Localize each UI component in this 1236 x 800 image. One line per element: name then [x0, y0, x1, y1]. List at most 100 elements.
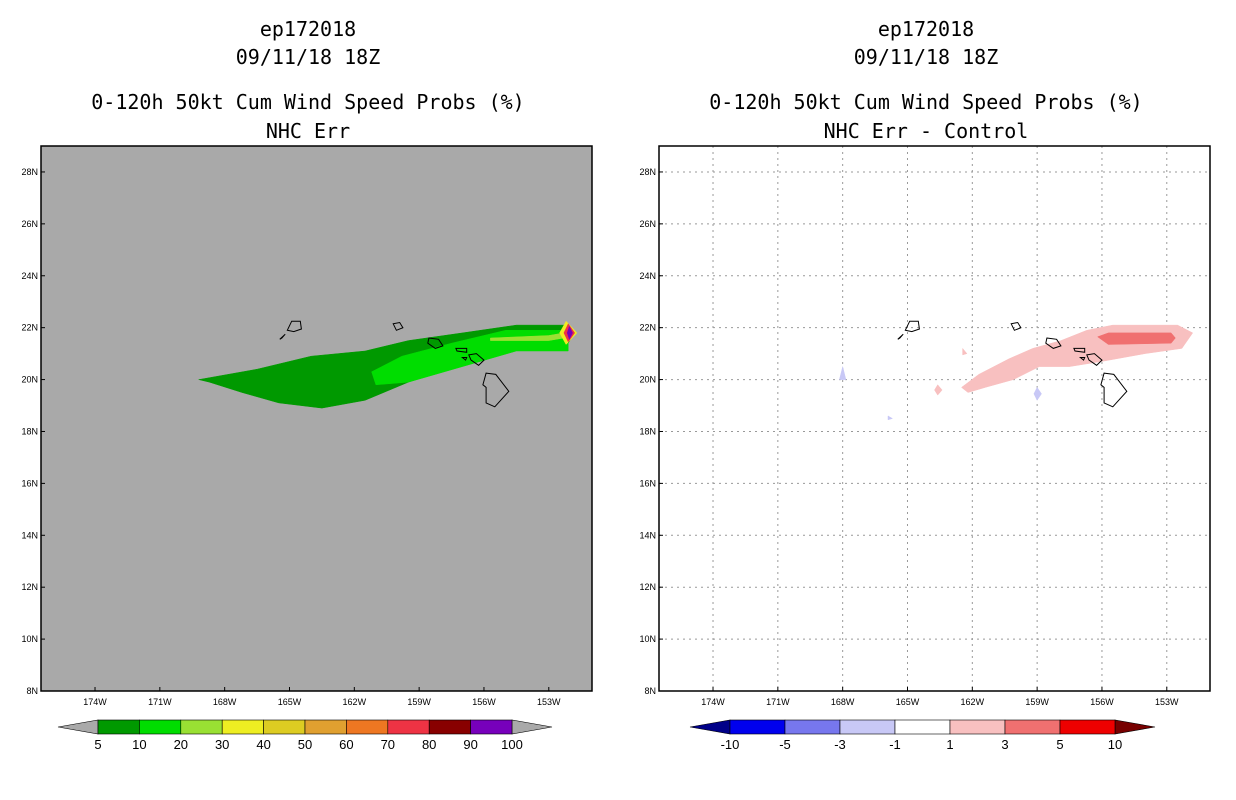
right-chart-title: 0-120h 50kt Cum Wind Speed Probs (%)	[709, 90, 1143, 114]
right-colorbar-label: -5	[779, 737, 791, 752]
island-outline	[1086, 353, 1103, 366]
right-x-tick-label: 171W	[766, 697, 790, 707]
right-chart-subtitle: NHC Err - Control	[823, 119, 1029, 143]
right-y-tick-label: 14N	[639, 530, 656, 540]
left-x-tick-label: 159W	[407, 697, 431, 707]
left-colorbar-label: 10	[132, 737, 146, 752]
left-y-tick-label: 28N	[21, 167, 38, 177]
left-chart-title: 0-120h 50kt Cum Wind Speed Probs (%)	[91, 90, 525, 114]
left-x-tick-label: 165W	[278, 697, 302, 707]
left-plot-background	[41, 146, 592, 691]
left-colorbar-swatch	[304, 719, 347, 735]
left-datetime: 09/11/18 18Z	[235, 45, 381, 69]
left-y-tick-label: 14N	[21, 530, 38, 540]
island-outline	[455, 347, 468, 353]
right-x-tick-label: 156W	[1090, 697, 1114, 707]
right-y-tick-label: 22N	[639, 323, 656, 333]
left-map-panel: 174W 171W 168W 165W 162W 159W 156W 153W 8N 10N 12N…	[21, 145, 593, 707]
left-colorbar-swatch	[346, 719, 389, 735]
right-x-tick-label: 159W	[1025, 697, 1049, 707]
right-contour--3--1	[887, 415, 894, 421]
right-x-tick-label: 168W	[831, 697, 855, 707]
right-colorbar-label: -10	[721, 737, 740, 752]
right-colorbar-swatch	[839, 719, 896, 735]
right-plot-frame	[658, 145, 1211, 692]
left-colorbar-label: 90	[463, 737, 477, 752]
right-colorbar-swatch	[949, 719, 1006, 735]
right-datetime: 09/11/18 18Z	[853, 45, 999, 69]
left-plot-frame	[40, 145, 593, 692]
right-colorbar-swatch	[784, 719, 841, 735]
right-colorbar-over-arrow	[1114, 719, 1156, 735]
left-colorbar-label: 50	[298, 737, 312, 752]
right-y-tick-label: 28N	[639, 167, 656, 177]
left-y-tick-label: 12N	[21, 582, 38, 592]
right-y-tick-label: 26N	[639, 219, 656, 229]
right-contour-3-5	[1097, 332, 1176, 345]
island-outline	[468, 353, 485, 366]
right-colorbar-label: -3	[834, 737, 846, 752]
right-map-panel: 174W 171W 168W 165W 162W 159W 156W 153W 8N 10N 12N…	[639, 145, 1211, 707]
left-storm-id: ep172018	[259, 17, 357, 41]
left-colorbar-swatch	[470, 719, 513, 735]
right-x-tick-label: 165W	[896, 697, 920, 707]
left-colorbar-label: 60	[339, 737, 353, 752]
left-colorbar: 5 10 20 30 40 50 60 70 80 90 100	[57, 719, 553, 752]
left-colorbar-over-arrow	[511, 719, 553, 735]
left-colorbar-label: 100	[501, 737, 523, 752]
left-colorbar-label: 20	[174, 737, 188, 752]
left-y-tick-label: 22N	[21, 323, 38, 333]
right-contour-1-3	[934, 384, 943, 396]
left-y-tick-label: 18N	[21, 426, 38, 436]
right-colorbar-swatch	[894, 719, 951, 735]
right-y-tick-label: 18N	[639, 426, 656, 436]
right-y-tick-label: 16N	[639, 478, 656, 488]
right-storm-id: ep172018	[877, 17, 975, 41]
island-outline	[1078, 357, 1086, 361]
right-x-tick-label: 174W	[701, 697, 725, 707]
left-y-tick-label: 8N	[26, 686, 38, 696]
left-colorbar-swatch	[263, 719, 306, 735]
left-y-tick-label: 16N	[21, 478, 38, 488]
left-x-tick-label: 168W	[213, 697, 237, 707]
left-y-tick-label: 20N	[21, 375, 38, 385]
right-contour-1-3	[962, 347, 968, 356]
island-outline	[1045, 337, 1062, 349]
left-colorbar-swatch	[180, 719, 223, 735]
right-colorbar-under-arrow	[689, 719, 731, 735]
left-colorbar-swatch	[387, 719, 430, 735]
left-y-tick-label: 10N	[21, 634, 38, 644]
right-colorbar-label: 5	[1056, 737, 1063, 752]
island-outline	[1073, 347, 1086, 353]
right-colorbar-swatch	[729, 719, 786, 735]
island-outline	[279, 333, 286, 340]
left-y-tick-label: 24N	[21, 271, 38, 281]
left-chart-subtitle: NHC Err	[265, 119, 351, 143]
island-outline	[460, 357, 468, 361]
left-colorbar-under-arrow	[57, 719, 99, 735]
right-colorbar-swatch	[1004, 719, 1061, 735]
left-colorbar-swatch	[428, 719, 471, 735]
right-contour--3--1	[1033, 386, 1042, 401]
left-x-tick-label: 153W	[537, 697, 561, 707]
right-y-tick-label: 8N	[644, 686, 656, 696]
island-outline	[904, 320, 920, 333]
left-colorbar-swatch	[221, 719, 264, 735]
right-contour--3--1	[839, 366, 847, 380]
right-plot-background	[659, 146, 1210, 691]
island-outline	[897, 333, 904, 340]
left-colorbar-swatch	[97, 719, 140, 735]
left-x-tick-label: 162W	[343, 697, 367, 707]
left-x-tick-label: 156W	[472, 697, 496, 707]
island-outline	[286, 320, 302, 333]
right-colorbar-label: -1	[889, 737, 901, 752]
right-y-tick-label: 10N	[639, 634, 656, 644]
left-contour-90-100	[566, 325, 573, 340]
left-x-tick-label: 171W	[148, 697, 172, 707]
left-x-tick-label: 174W	[83, 697, 107, 707]
island-outline	[1100, 372, 1128, 408]
right-x-tick-label: 162W	[961, 697, 985, 707]
right-colorbar: -10 -5 -3 -1 1 3 5 10	[689, 719, 1156, 752]
left-colorbar-label: 70	[381, 737, 395, 752]
